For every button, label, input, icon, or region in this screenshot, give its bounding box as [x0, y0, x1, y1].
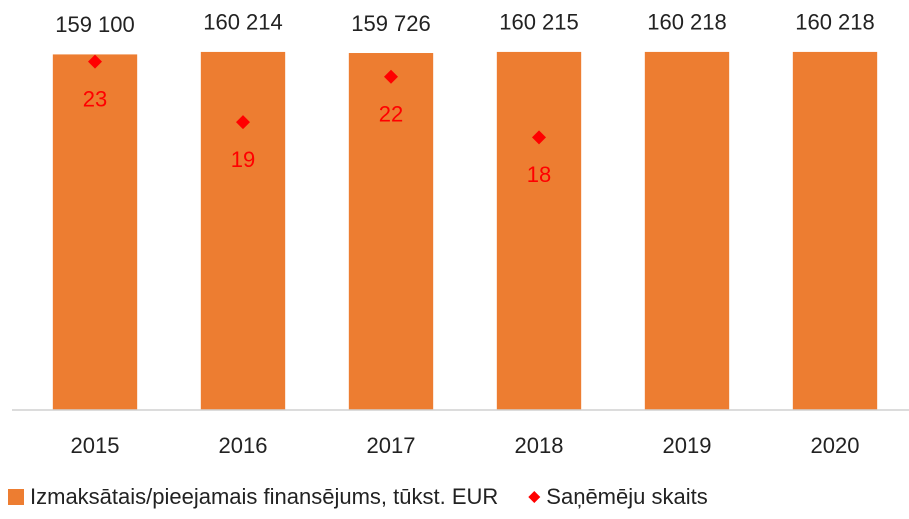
bar: [496, 51, 582, 410]
bar-value-label: 160 215: [499, 10, 579, 35]
bar-value-label: 160 218: [647, 10, 727, 35]
point-value-label: 19: [231, 147, 255, 172]
bar: [200, 51, 286, 410]
legend-label: Saņēmēju skaits: [546, 484, 707, 509]
diamond-marker: [532, 130, 546, 145]
point-value-label: 22: [379, 102, 403, 127]
diamond-marker: [236, 115, 250, 130]
legend-swatch: [528, 491, 541, 503]
bar-value-label: 159 726: [351, 11, 431, 36]
legend-label: Izmaksātais/pieejamais finansējums, tūks…: [30, 484, 498, 509]
x-tick-label: 2019: [663, 433, 712, 458]
x-tick-label: 2018: [515, 433, 564, 458]
x-tick-label: 2015: [71, 433, 120, 458]
legend-swatch: [8, 489, 24, 505]
bar: [644, 51, 730, 411]
bar-value-label: 160 218: [795, 10, 875, 35]
bar: [792, 51, 878, 411]
diamond-marker: [88, 54, 102, 69]
point-value-label: 18: [527, 162, 551, 187]
bar: [52, 54, 138, 411]
bar-value-label: 159 100: [55, 12, 135, 37]
diamond-marker: [384, 69, 398, 84]
bar-value-label: 160 214: [203, 10, 283, 35]
point-value-label: 23: [83, 86, 107, 111]
x-tick-label: 2016: [219, 433, 268, 458]
x-tick-label: 2020: [811, 433, 860, 458]
x-tick-label: 2017: [367, 433, 416, 458]
bar: [348, 53, 434, 410]
